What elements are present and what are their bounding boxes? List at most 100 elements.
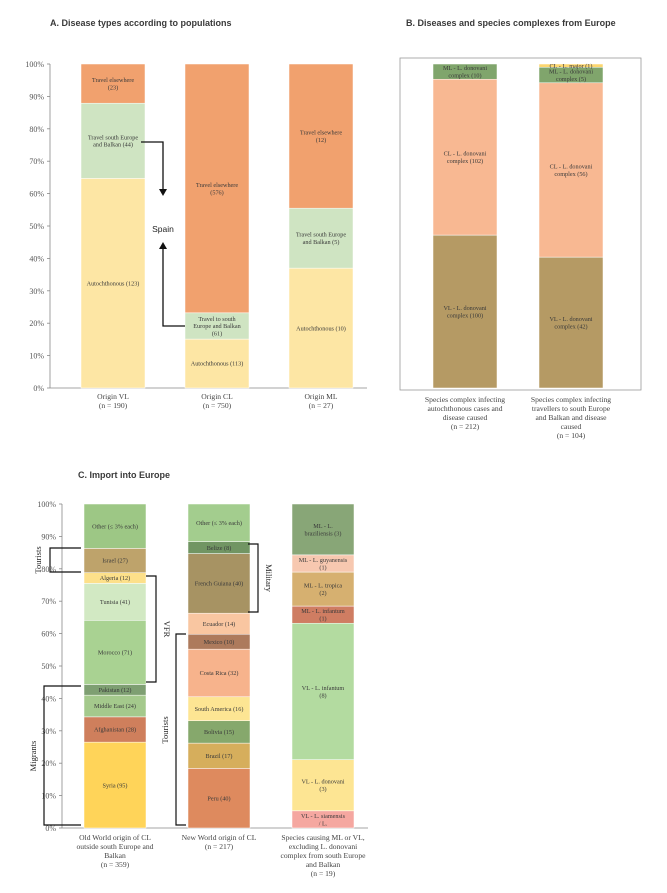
x-category-label: Origin ML	[304, 392, 337, 401]
bar-segment-label: Travel to south Europe and Balkan (61)	[193, 316, 240, 338]
bar-segment-label: VL - L. donovani complex (42)	[549, 316, 592, 330]
bar-segment-label: Travel elsewhere (23)	[92, 77, 134, 91]
migrants-label: Migrants	[28, 741, 38, 772]
bar-segment-tunisia	[83, 583, 147, 621]
x-category-label: Old World origin of CL outside south Euro…	[77, 833, 154, 860]
x-category-n: (n = 217)	[205, 842, 234, 851]
bar-segment-autochthonous	[288, 267, 354, 389]
y-tick-label: 70%	[41, 597, 56, 606]
y-tick-label: 90%	[29, 92, 44, 101]
x-category-n: (n = 190)	[99, 401, 128, 410]
bar-segment-french-guiana	[187, 553, 251, 614]
y-tick-label: 60%	[41, 630, 56, 639]
spain-label: Spain	[152, 224, 174, 234]
bar-segment-ml-l-donovani-complex	[432, 63, 498, 80]
panel-a-bars: Autochthonous (123) Travel south Europe an…	[80, 63, 354, 410]
bar-segment-label: Brazil (17)	[206, 753, 233, 760]
bar-segment-vl-l-donovani-complex	[538, 256, 604, 389]
y-tick-label: 90%	[41, 532, 56, 541]
bar-segment-brazil	[187, 742, 251, 769]
bar-segment-label: CL - L. donovani complex (102)	[444, 151, 487, 165]
tourists-bracket-new-world	[175, 633, 186, 826]
bar-segment-label: ML - L. guyanensis (1)	[299, 557, 348, 571]
tourists-label-old-world: Tourists	[33, 546, 43, 573]
panel-c: C. Import into Europe 0% 10% 20% 30% 40% 50% 6…	[28, 470, 368, 878]
bar-segment-label: Algeria (12)	[100, 575, 130, 582]
bar-segment-label: Middle East (24)	[94, 703, 136, 710]
y-tick-label: 100%	[25, 60, 44, 69]
military-bracket	[248, 543, 259, 613]
bar-segment-label: Autochthonous (10)	[296, 325, 346, 332]
bar-segment-cl-l-donovani-complex	[432, 78, 498, 236]
bar-segment-autochthonous	[184, 338, 250, 389]
bar-segment-label: ML - L. infantum (1)	[301, 608, 345, 622]
bar-segment-label: VL - L. infantum (8)	[302, 685, 345, 699]
bar-segment-label: Syria (95)	[103, 782, 128, 789]
bar-segment-label: French Guiana (40)	[195, 581, 243, 588]
y-tick-label: 0%	[45, 824, 56, 833]
bar-segment-label: Other (≤ 3% each)	[92, 523, 138, 530]
panel-a-annotations: Spain	[141, 141, 185, 327]
y-tick-label: 80%	[29, 125, 44, 134]
bar-segment-syria	[83, 741, 147, 829]
bar-segment-label: Belize (8)	[207, 545, 232, 552]
spain-arrow-up-head	[159, 242, 167, 249]
panel-b-bars: VL - L. donovani complex (100) CL - L. don…	[425, 63, 611, 440]
bar-segment-other	[83, 503, 147, 549]
bar-segment-vl-l-donovani	[291, 759, 355, 812]
y-tick-label: 80%	[41, 565, 56, 574]
x-category-n: (n = 750)	[203, 401, 232, 410]
bar-segment-vl-l-infantum	[291, 622, 355, 760]
x-category-n: (n = 212)	[451, 422, 480, 431]
bar-segment-label: ML - L. braziliensis (3)	[305, 523, 342, 537]
bar-segment-travel-elsewhere	[288, 63, 354, 209]
bar-segment-label: ML - L. donovani complex (5)	[549, 69, 593, 83]
bar-segment-label: CL - L. donovani complex (56)	[550, 163, 593, 177]
x-category-n: (n = 19)	[311, 869, 336, 878]
x-category-n: (n = 359)	[101, 860, 130, 869]
x-category-n: (n = 104)	[557, 431, 586, 440]
y-tick-label: 40%	[29, 254, 44, 263]
bar-segment-label: Afghanistan (28)	[94, 727, 136, 734]
bar-segment-label: Autochthonous (113)	[191, 361, 244, 368]
bar-segment-label: ML - L. donovani complex (10)	[443, 65, 487, 79]
panel-c-bars: Syria (95) Afghanistan (28) Middle East (2…	[77, 503, 366, 878]
bar-segment-label: Travel south Europe and Balkan (44)	[88, 134, 139, 148]
bar-segment-ml-l-tropica	[291, 571, 355, 607]
tourists-bracket-old-world	[49, 547, 81, 573]
bar-segment-label: Pakistan (12)	[99, 687, 132, 694]
bar-segment-travel-elsewhere	[80, 63, 146, 104]
bar-segment-cl-l-major	[538, 63, 604, 68]
y-tick-label: 40%	[41, 694, 56, 703]
panel-a: A. Disease types according to population…	[25, 18, 367, 410]
x-category-label: Origin VL	[97, 392, 129, 401]
vfr-label: VFR	[162, 621, 172, 638]
spain-arrow-down	[141, 141, 164, 192]
bar-segment-vl-l-donovani-complex	[432, 234, 498, 389]
bar-segment-cl-l-donovani-complex	[538, 82, 604, 258]
bar-segment-label: CL - L. major (1)	[550, 63, 593, 70]
bar-segment-afghanistan	[83, 716, 147, 743]
bar-segment-other	[187, 503, 251, 542]
bar-segment-label: VL - L. donovani (3)	[301, 779, 344, 793]
x-category-label: New World origin of CL	[182, 833, 257, 842]
bar-segment-label: Costa Rica (32)	[200, 670, 239, 677]
bar-segment-travel-south-europe-and-balkan	[288, 207, 354, 269]
bar-segment-label: Ecuador (14)	[203, 621, 235, 628]
migrants-bracket	[43, 685, 81, 826]
panel-c-title: C. Import into Europe	[78, 470, 170, 480]
bar-segment-travel-elsewhere	[184, 63, 250, 314]
spain-arrow-up	[162, 246, 185, 327]
bar-segment-travel-south-europe-and-balkan	[80, 102, 146, 179]
vfr-bracket	[146, 575, 157, 683]
panel-a-title: A. Disease types according to population…	[50, 18, 232, 28]
military-label: Military	[264, 564, 274, 593]
y-tick-label: 70%	[29, 157, 44, 166]
bar-segment-ml-l-braziliensis	[291, 503, 355, 556]
panel-b-title: B. Diseases and species complexes from E…	[406, 18, 616, 28]
bar-segment-label: VL - L. siamensis / L.	[301, 813, 346, 827]
x-category-label: Origin CL	[201, 392, 233, 401]
bar-segment-label: Bolivia (15)	[204, 729, 234, 736]
bar-segment-morocco	[83, 620, 147, 685]
